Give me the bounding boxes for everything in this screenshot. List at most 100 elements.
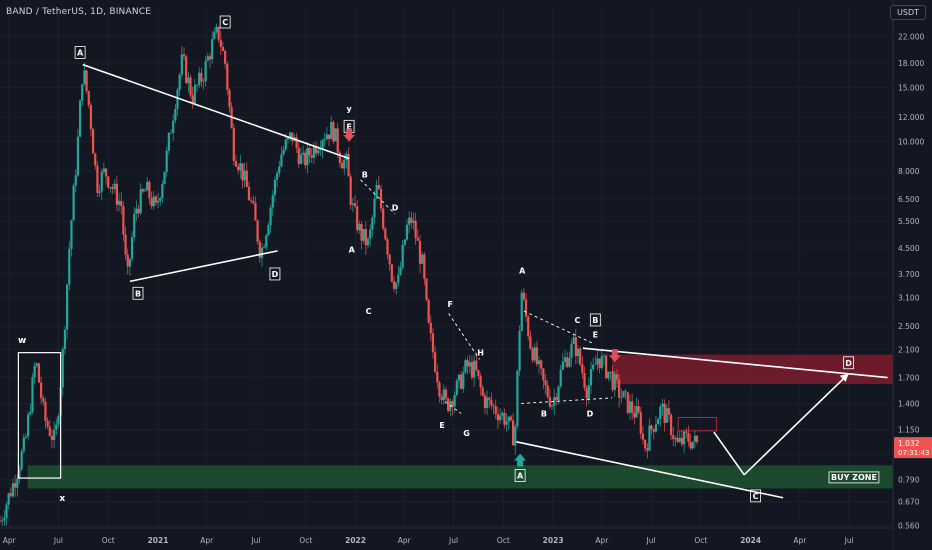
candle-body xyxy=(618,379,621,398)
candle-body xyxy=(665,408,668,423)
candle-body xyxy=(589,369,593,386)
price-axis-bg xyxy=(893,0,932,550)
candle-body xyxy=(141,189,144,192)
wave-label-box xyxy=(750,489,761,503)
candle-body xyxy=(89,105,93,129)
candle-body xyxy=(200,72,203,82)
candle-body xyxy=(85,70,88,92)
candle-body xyxy=(9,493,12,497)
time-tick-label: Oct xyxy=(497,536,510,545)
candle-body xyxy=(685,431,688,433)
candle-body xyxy=(695,435,699,442)
candle-body xyxy=(221,47,225,51)
candle-body xyxy=(100,171,103,192)
candle-body xyxy=(505,421,508,425)
candle-body xyxy=(652,429,655,432)
time-tick-label: Oct xyxy=(299,536,312,545)
sell-arrow-icon xyxy=(608,349,621,363)
candle-body xyxy=(193,85,196,103)
candle-body xyxy=(104,168,108,177)
candle-body xyxy=(14,483,17,488)
time-tick-label: Apr xyxy=(3,536,17,545)
candle-body xyxy=(327,134,331,140)
time-tick-label: 2021 xyxy=(148,536,169,545)
candle-body xyxy=(20,451,23,470)
candle-body xyxy=(321,140,324,150)
price-tick-label: 2.100 xyxy=(898,345,920,354)
candle-body xyxy=(278,166,281,173)
candle-body xyxy=(282,149,285,155)
candle-body xyxy=(245,170,248,187)
trendline xyxy=(582,347,888,379)
candle-body xyxy=(555,397,558,401)
candle-body xyxy=(423,254,426,279)
candle-body xyxy=(111,187,114,190)
candle-body xyxy=(520,292,523,331)
candle-body xyxy=(375,185,378,199)
candle-body xyxy=(537,360,541,365)
trendline xyxy=(516,441,784,499)
candle-body xyxy=(139,189,142,214)
candle-body xyxy=(291,132,294,142)
wave-label: B xyxy=(541,409,547,418)
candle-body xyxy=(347,153,350,177)
wave-label: C xyxy=(222,18,228,27)
candle-body xyxy=(237,166,240,171)
candle-body xyxy=(364,228,367,246)
candles-layer xyxy=(0,23,699,527)
candle-body xyxy=(566,357,569,367)
candle-body xyxy=(340,162,344,169)
candle-body xyxy=(27,414,30,437)
candle-body xyxy=(408,217,411,225)
candle-body xyxy=(159,198,162,201)
time-tick-label: Jul xyxy=(844,536,854,545)
candle-body xyxy=(72,185,75,221)
candle-body xyxy=(557,386,560,401)
candle-body xyxy=(494,406,497,414)
candle-body xyxy=(334,128,337,142)
candle-body xyxy=(498,415,502,421)
candle-body xyxy=(405,224,409,240)
candle-body xyxy=(657,419,660,425)
candle-body xyxy=(135,208,138,214)
candle-body xyxy=(48,426,51,436)
candle-body xyxy=(0,520,2,522)
candle-body xyxy=(66,284,69,330)
price-tick-label: 15.000 xyxy=(898,83,924,92)
candle-body xyxy=(524,299,528,317)
candle-body xyxy=(559,369,562,387)
candle-body xyxy=(107,176,110,188)
candle-body xyxy=(18,469,21,479)
candle-body xyxy=(276,172,279,180)
candle-body xyxy=(7,493,10,505)
currency-button[interactable]: USDT xyxy=(890,5,926,20)
time-tick-label: Apr xyxy=(793,536,807,545)
candle-body xyxy=(600,356,603,368)
candle-body xyxy=(507,416,510,422)
candle-body xyxy=(533,347,536,361)
candle-body xyxy=(527,316,530,337)
candle-body xyxy=(451,401,454,407)
candle-body xyxy=(453,395,456,407)
candle-body xyxy=(312,145,316,158)
candle-body xyxy=(215,26,218,32)
candle-body xyxy=(24,436,28,438)
candle-body xyxy=(76,136,80,176)
symbol-title: BAND / TetherUS, 1D, BINANCE xyxy=(6,7,152,17)
candle-body xyxy=(195,84,199,86)
candle-body xyxy=(693,435,697,442)
candle-body xyxy=(414,220,417,238)
candle-body xyxy=(271,195,274,208)
candle-body xyxy=(263,247,266,248)
candle-body xyxy=(650,425,653,430)
candle-body xyxy=(228,89,231,108)
candle-body xyxy=(481,387,484,396)
wave-label: A xyxy=(349,245,356,254)
candle-body xyxy=(548,396,551,407)
wave-label-box xyxy=(589,313,601,327)
candle-body xyxy=(256,220,259,242)
candle-body xyxy=(314,145,318,154)
candle-body xyxy=(410,217,413,223)
candle-body xyxy=(401,244,404,268)
